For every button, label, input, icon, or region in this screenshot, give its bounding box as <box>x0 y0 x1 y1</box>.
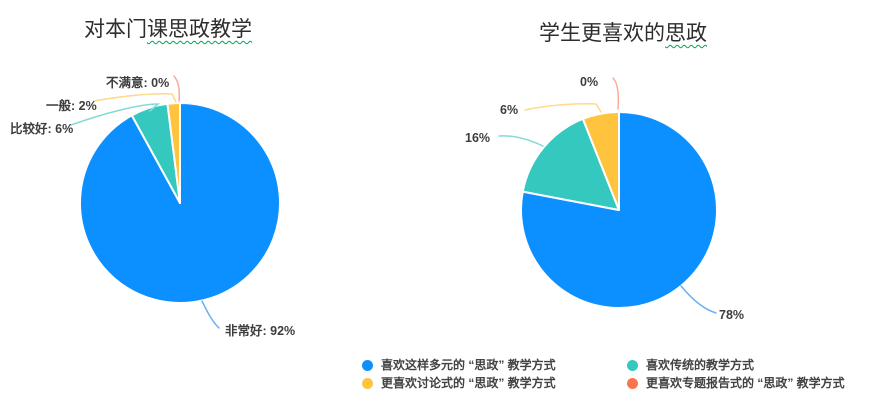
legend-item-discussion-style: 更喜欢讨论式的 “思政” 教学方式 <box>362 376 556 390</box>
left-pie-label-very-good: 非常好: 92% <box>225 324 296 338</box>
right-pie-label-6pct: 6% <box>500 103 519 117</box>
legend-label: 更喜欢讨论式的 “思政” 教学方式 <box>381 376 556 390</box>
legend-dot-teal-icon <box>627 359 638 371</box>
leader-line <box>201 300 220 329</box>
legend-dot-blue-icon <box>362 359 373 371</box>
left-pie-chart <box>78 102 281 304</box>
right-pie-label-0pct: 0% <box>580 75 599 89</box>
legend-label: 喜欢传统的教学方式 <box>646 358 755 372</box>
legend-label: 喜欢这样多元的 “思政” 教学方式 <box>381 358 556 372</box>
right-pie-label-78pct: 78% <box>719 308 745 322</box>
right-chart-title-squiggle: 思政 <box>665 21 707 45</box>
legend-item-traditional-style: 喜欢传统的教学方式 <box>627 358 845 372</box>
legend-column-left: 喜欢这样多元的 “思政” 教学方式 更喜欢讨论式的 “思政” 教学方式 <box>362 358 556 390</box>
leader-line <box>612 77 620 110</box>
left-chart-title-plain: 对本门 <box>84 17 147 41</box>
legend-item-multi-style: 喜欢这样多元的 “思政” 教学方式 <box>362 358 556 372</box>
leader-line <box>173 75 181 102</box>
right-chart-title: 学生更喜欢的思政 <box>539 21 707 45</box>
left-pie-label-good: 比较好: 6% <box>10 122 74 136</box>
left-chart-title-squiggle: 课思政教学 <box>147 17 252 41</box>
right-pie-label-16pct: 16% <box>465 131 491 145</box>
left-chart-title: 对本门课思政教学 <box>84 17 252 41</box>
pie-slice <box>581 111 620 211</box>
left-pie-label-average: 一般: 2% <box>46 99 97 113</box>
right-chart-title-plain: 学生更喜欢的 <box>539 21 665 45</box>
pie-slice <box>166 102 181 204</box>
legend-dot-orange-icon <box>627 377 638 389</box>
right-pie-chart <box>520 111 719 309</box>
pie-slice <box>521 117 620 211</box>
legend-label: 更喜欢专题报告式的 “思政” 教学方式 <box>646 376 845 390</box>
legend-column-right: 喜欢传统的教学方式 更喜欢专题报告式的 “思政” 教学方式 <box>627 358 845 390</box>
left-pie-label-unsatisfied: 不满意: 0% <box>106 76 170 90</box>
legend-item-report-style: 更喜欢专题报告式的 “思政” 教学方式 <box>627 376 845 390</box>
legend-dot-yellow-icon <box>362 377 373 389</box>
